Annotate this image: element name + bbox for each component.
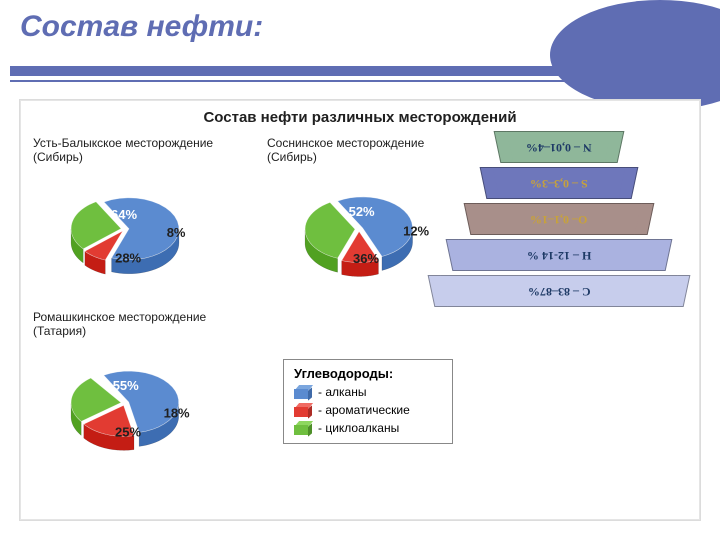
pie-chart-label: Ромашкинское месторождение(Татария) <box>33 311 263 339</box>
element-bar-label: N – 0,01–4% <box>526 140 592 155</box>
content-card: Состав нефти различных месторождений Уст… <box>20 100 700 520</box>
element-bar-label: S – 0,3–3% <box>530 176 588 191</box>
pie-chart-0: Усть-Балыкское месторождение(Сибирь) 64% 8… <box>33 137 263 315</box>
legend-box: Углеводороды: - алканы - ароматические - ц… <box>283 359 453 444</box>
element-bar-label: Н – 12-14 % <box>527 248 591 263</box>
element-bar: S – 0,3–3% <box>489 167 629 199</box>
element-bar: О– 0,1–1% <box>473 203 645 235</box>
pie-chart-label: Усть-Балыкское месторождение(Сибирь) <box>33 137 263 165</box>
element-bar: С – 83–87% <box>437 275 681 307</box>
header: Состав нефти: <box>10 10 710 100</box>
legend-title: Углеводороды: <box>294 366 442 381</box>
svg-text:52%: 52% <box>349 203 375 218</box>
element-bar-label: О– 0,1–1% <box>530 212 587 227</box>
legend-swatch <box>294 421 312 435</box>
svg-text:12%: 12% <box>403 223 429 238</box>
element-bar: N – 0,01–4% <box>503 131 615 163</box>
pie-chart-2: Ромашкинское месторождение(Татария) 55% 18… <box>33 311 263 489</box>
svg-text:18%: 18% <box>164 405 190 420</box>
element-bar: Н – 12-14 % <box>455 239 663 271</box>
element-bar-label: С – 83–87% <box>528 284 591 299</box>
svg-text:36%: 36% <box>353 251 379 266</box>
legend-swatch <box>294 385 312 399</box>
svg-text:25%: 25% <box>115 424 141 439</box>
svg-text:64%: 64% <box>111 206 137 221</box>
legend-label: - циклоалканы <box>318 421 399 435</box>
svg-text:28%: 28% <box>115 250 141 265</box>
legend-label: - алканы <box>318 385 366 399</box>
card-title: Состав нефти различных месторождений <box>21 109 699 126</box>
swoosh-blob <box>550 0 720 110</box>
page-title: Состав нефти: <box>20 10 263 44</box>
legend-swatch <box>294 403 312 417</box>
legend-row: - ароматические <box>294 403 442 417</box>
svg-text:8%: 8% <box>167 225 186 240</box>
legend-label: - ароматические <box>318 403 410 417</box>
legend-row: - алканы <box>294 385 442 399</box>
svg-text:55%: 55% <box>113 378 139 393</box>
legend-row: - циклоалканы <box>294 421 442 435</box>
swoosh-thin <box>10 80 580 82</box>
element-composition-stack: N – 0,01–4% S – 0,3–3% О– 0,1–1% Н – 12-14 … <box>437 131 681 311</box>
